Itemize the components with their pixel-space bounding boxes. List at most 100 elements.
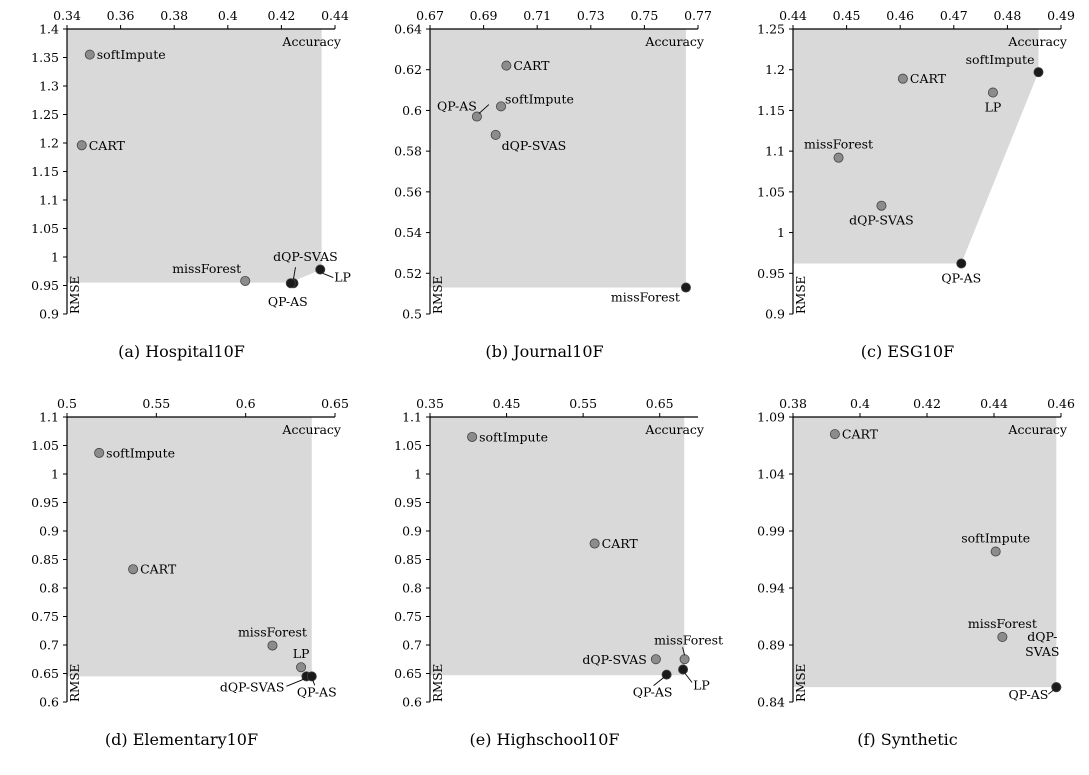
point-label: LP bbox=[693, 678, 710, 693]
y-axis-title: RMSE bbox=[794, 664, 808, 702]
y-tick-label: 1.05 bbox=[31, 221, 59, 236]
x-tick-label: 0.44 bbox=[779, 8, 807, 23]
y-tick-label: 0.75 bbox=[394, 609, 422, 624]
x-axis-title: Accuracy bbox=[1007, 422, 1068, 437]
data-point bbox=[1051, 682, 1062, 693]
label-leader-line bbox=[653, 677, 664, 686]
x-tick-label: 0.4 bbox=[218, 8, 238, 23]
data-point bbox=[990, 546, 1001, 557]
y-tick-label: 1 bbox=[51, 250, 59, 265]
point-label: QP-AS bbox=[437, 99, 477, 114]
data-point bbox=[956, 258, 967, 269]
scatter-chart-f: 0.38 0.4 0.42 0.44 0.46 0.84 0.89 0.94 0.99 1.04 1… bbox=[757, 396, 1075, 710]
y-axis-title: RMSE bbox=[431, 664, 445, 702]
point-label: dQP-SVAS bbox=[582, 652, 647, 667]
x-tick-label: 0.77 bbox=[684, 8, 712, 23]
y-tick-label: 0.84 bbox=[757, 695, 785, 710]
y-tick-label: 1.04 bbox=[757, 467, 785, 482]
scatter-chart-b: 0.67 0.69 0.71 0.73 0.75 0.77 0.5 0.52 0.54 0.56 0… bbox=[394, 8, 712, 322]
y-tick-label: 0.9 bbox=[39, 307, 59, 322]
data-point bbox=[680, 282, 691, 293]
data-point bbox=[997, 632, 1008, 643]
y-tick-label: 0.89 bbox=[757, 638, 785, 653]
y-axis-title: RMSE bbox=[68, 276, 82, 314]
shaded-region bbox=[793, 417, 1057, 688]
caption-f: (f) Synthetic bbox=[857, 730, 958, 749]
panel-b: 0.67 0.69 0.71 0.73 0.75 0.77 0.5 0.52 0.54 0.56 0… bbox=[363, 0, 726, 387]
x-tick-label: 0.42 bbox=[913, 396, 941, 411]
panel-d: 0.5 0.55 0.6 0.65 0.6 0.65 0.7 0.75 0.8 0.85 0.9 0.… bbox=[0, 388, 363, 775]
point-label: missForest bbox=[654, 632, 723, 647]
x-tick-label: 0.75 bbox=[630, 8, 658, 23]
y-tick-label: 1.25 bbox=[757, 22, 785, 37]
y-tick-label: 1.15 bbox=[31, 164, 59, 179]
x-axis-title: Accuracy bbox=[281, 422, 342, 437]
point-label: LP bbox=[334, 270, 351, 285]
y-tick-label: 0.65 bbox=[31, 666, 59, 681]
x-tick-label: 0.55 bbox=[142, 396, 170, 411]
data-point bbox=[501, 60, 512, 71]
y-tick-label: 0.95 bbox=[31, 495, 59, 510]
x-tick-label: 0.73 bbox=[577, 8, 605, 23]
y-tick-label: 1.2 bbox=[39, 136, 59, 151]
x-tick-label: 0.67 bbox=[416, 8, 444, 23]
data-point bbox=[1033, 67, 1044, 78]
point-label: CART bbox=[513, 58, 550, 73]
y-tick-label: 0.54 bbox=[394, 225, 422, 240]
point-label: missForest bbox=[238, 625, 307, 640]
y-tick-label: 1.15 bbox=[757, 103, 785, 118]
y-tick-label: 0.9 bbox=[765, 307, 785, 322]
point-label: LP bbox=[985, 100, 1002, 115]
point-label: CART bbox=[89, 138, 126, 153]
point-label: softImpute bbox=[505, 91, 574, 106]
y-tick-label: 0.7 bbox=[39, 638, 59, 653]
shaded-region bbox=[430, 417, 685, 676]
y-tick-label: 0.95 bbox=[757, 266, 785, 281]
y-tick-label: 1.1 bbox=[765, 144, 785, 159]
shaded-region bbox=[67, 417, 312, 677]
label-leader-line bbox=[312, 680, 316, 686]
data-point bbox=[829, 429, 840, 440]
x-tick-label: 0.42 bbox=[267, 8, 295, 23]
point-label: softImpute bbox=[106, 445, 175, 460]
scatter-chart-e: 0.35 0.45 0.55 0.65 0.6 0.65 0.7 0.75 0.8 0.85 0.9… bbox=[394, 396, 723, 710]
point-label: dQP-SVAS bbox=[502, 138, 567, 153]
caption-d: (d) Elementary10F bbox=[104, 730, 259, 749]
point-label: softImpute bbox=[479, 429, 548, 444]
point-label: dQP-SVAS bbox=[1025, 629, 1059, 659]
y-tick-label: 0.94 bbox=[757, 581, 785, 596]
y-axis-title: RMSE bbox=[794, 276, 808, 314]
x-tick-label: 0.71 bbox=[523, 8, 551, 23]
panel-a: 0.34 0.36 0.38 0.4 0.42 0.44 0.9 0.95 1 1.05 1.1 1.… bbox=[0, 0, 363, 387]
y-tick-label: 1.05 bbox=[31, 438, 59, 453]
x-tick-label: 0.55 bbox=[569, 396, 597, 411]
point-label: QP-AS bbox=[941, 271, 981, 286]
data-point bbox=[987, 87, 998, 98]
x-tick-label: 0.46 bbox=[1047, 396, 1075, 411]
x-tick-label: 0.4 bbox=[850, 396, 870, 411]
y-tick-label: 0.9 bbox=[39, 524, 59, 539]
x-tick-label: 0.34 bbox=[53, 8, 81, 23]
y-tick-label: 0.8 bbox=[402, 581, 422, 596]
point-label: softImpute bbox=[97, 47, 166, 62]
x-tick-label: 0.38 bbox=[160, 8, 188, 23]
y-tick-label: 0.5 bbox=[402, 307, 422, 322]
data-point bbox=[315, 264, 326, 275]
caption-c: (c) ESG10F bbox=[860, 342, 955, 361]
point-label: CART bbox=[140, 562, 177, 577]
y-tick-label: 1.35 bbox=[31, 50, 59, 65]
data-point bbox=[76, 140, 87, 151]
y-tick-label: 0.65 bbox=[394, 666, 422, 681]
data-point bbox=[833, 152, 844, 163]
x-tick-label: 0.47 bbox=[940, 8, 968, 23]
y-tick-label: 0.8 bbox=[39, 581, 59, 596]
point-label: dQP-SVAS bbox=[849, 213, 914, 228]
y-tick-label: 0.9 bbox=[402, 524, 422, 539]
y-tick-label: 0.85 bbox=[31, 552, 59, 567]
x-tick-label: 0.48 bbox=[993, 8, 1021, 23]
point-label: QP-AS bbox=[297, 684, 337, 699]
y-tick-label: 0.52 bbox=[394, 266, 422, 281]
data-point bbox=[661, 669, 672, 680]
y-tick-label: 1.05 bbox=[394, 438, 422, 453]
